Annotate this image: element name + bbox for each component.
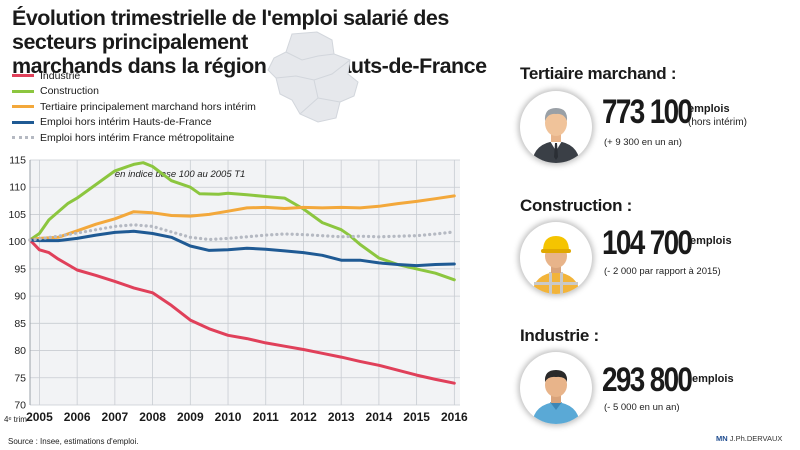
kpi-heading-industrie: Industrie : xyxy=(520,326,599,345)
series-line-industrie xyxy=(28,238,456,385)
line-chart: 70 75 80 85 90 95 100 105 110 115 2005 2006 2007 2008… xyxy=(4,155,468,425)
chart-annotation: en indice base 100 au 2005 T1 xyxy=(115,169,245,180)
x-tick-label: 2011 xyxy=(253,410,279,424)
series-line-emploi-hors-interim-france-metropolitaine xyxy=(28,223,456,242)
y-tick-label: 105 xyxy=(8,209,26,221)
kpi-value-tertiaire: 773 100 xyxy=(602,93,693,131)
legend-label: Emploi hors intérim Hauts-de-France xyxy=(40,116,212,129)
kpi-value-industrie: 293 800 xyxy=(602,361,693,399)
x-tick-label: 2010 xyxy=(215,410,242,424)
x-tick-label: 2006 xyxy=(64,410,91,424)
x-tick-label: 2007 xyxy=(102,410,129,424)
series-line-tertiaire-principalement-marchand-hors-interim xyxy=(28,194,456,242)
kpi-heading-tertiaire: Tertiaire marchand : xyxy=(520,64,677,83)
credit: MN J.Ph.DERVAUX xyxy=(716,434,782,443)
y-tick-label: 75 xyxy=(14,372,26,384)
region-map-icon xyxy=(267,31,359,123)
x-tick-label: 2005 xyxy=(26,410,53,424)
source-note: Source : Insee, estimations d'emploi. xyxy=(8,437,139,446)
construction-worker-icon xyxy=(520,222,592,294)
legend-label: Construction xyxy=(40,85,99,98)
chart-title: Évolution trimestrielle de l'emploi sala… xyxy=(12,6,532,78)
y-tick-label: 95 xyxy=(14,263,26,275)
y-tick-label: 90 xyxy=(14,291,26,303)
legend-item: Emploi hors intérim France métropolitain… xyxy=(12,130,256,146)
y-tick-label: 85 xyxy=(14,318,26,330)
y-tick-label: 115 xyxy=(9,155,26,167)
kpi-unit-note-tertiaire: (hors intérim) xyxy=(688,117,747,128)
x-tick-label: 2008 xyxy=(139,410,166,424)
kpi-note-tertiaire: (+ 9 300 en un an) xyxy=(604,137,682,148)
businessman-icon xyxy=(520,91,592,163)
title-line-2: marchands dans la région xyxy=(12,54,267,78)
x-tick-label: 2012 xyxy=(290,410,317,424)
legend-label: Industrie xyxy=(40,69,81,82)
legend-swatch xyxy=(12,120,34,124)
legend: Industrie Construction Tertiaire princip… xyxy=(12,68,256,146)
legend-label: Tertiaire principalement marchand hors i… xyxy=(40,100,256,113)
legend-swatch xyxy=(12,136,34,140)
kpi-unit-construction: emplois xyxy=(690,235,732,247)
x-tick-label: 2014 xyxy=(366,410,393,424)
y-tick-label: 110 xyxy=(9,182,26,194)
y-tick-label: 70 xyxy=(14,400,26,412)
legend-item: Industrie xyxy=(12,68,256,84)
series-line-construction xyxy=(28,161,456,282)
legend-swatch xyxy=(12,74,34,78)
legend-item: Emploi hors intérim Hauts-de-France xyxy=(12,115,256,131)
legend-swatch xyxy=(12,105,34,109)
credit-brand: MN xyxy=(716,434,728,443)
x-tick-label: 2013 xyxy=(328,410,355,424)
x-prefix-label: 4ᵉ trim xyxy=(4,415,27,424)
legend-item: Construction xyxy=(12,84,256,100)
x-tick-label: 2015 xyxy=(403,410,430,424)
kpi-note-industrie: (- 5 000 en un an) xyxy=(604,402,680,413)
series-line-emploi-hors-interim-hauts-de-france xyxy=(28,229,456,268)
legend-label: Emploi hors intérim France métropolitain… xyxy=(40,131,235,144)
kpi-heading-construction: Construction : xyxy=(520,196,632,215)
title-line-1: Évolution trimestrielle de l'emploi sala… xyxy=(12,6,449,54)
x-tick-label: 2016 xyxy=(441,410,468,424)
plot-area xyxy=(30,160,460,405)
kpi-note-construction: (- 2 000 par rapport à 2015) xyxy=(604,266,721,277)
credit-author: J.Ph.DERVAUX xyxy=(729,434,783,443)
kpi-unit-industrie: emplois xyxy=(692,373,734,385)
x-tick-label: 2009 xyxy=(177,410,204,424)
legend-swatch xyxy=(12,89,34,93)
legend-item: Tertiaire principalement marchand hors i… xyxy=(12,99,256,115)
title-region: Hauts-de-France xyxy=(324,54,487,78)
y-tick-label: 80 xyxy=(14,345,26,357)
y-tick-label: 100 xyxy=(8,236,26,248)
kpi-unit-tertiaire: emplois xyxy=(688,103,730,115)
industry-worker-icon xyxy=(520,352,592,424)
kpi-value-construction: 104 700 xyxy=(602,224,693,262)
